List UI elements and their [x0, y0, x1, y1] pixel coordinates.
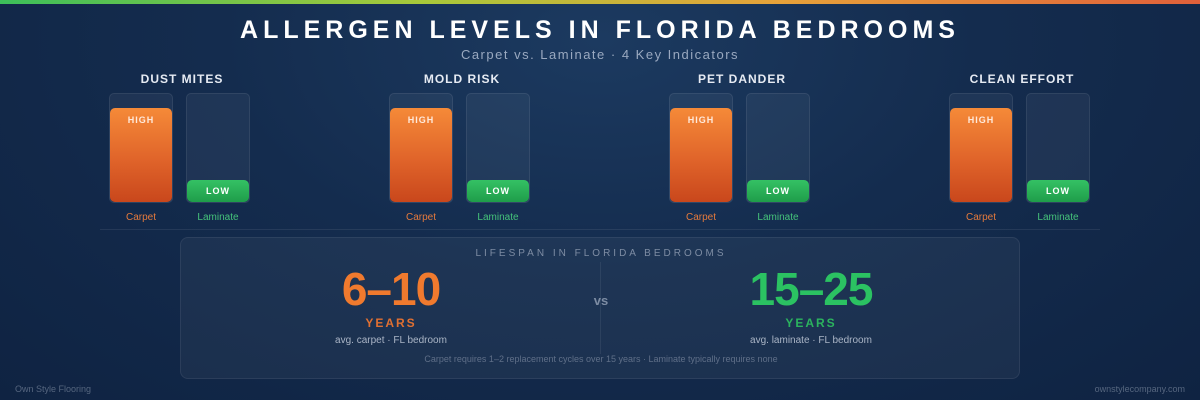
carpet-bar-pet-dander: HIGH	[670, 108, 732, 202]
indicator-label-pet-dander: PET DANDER	[697, 72, 786, 86]
carpet-bar-mold-risk: HIGH	[390, 108, 452, 202]
carpet-level-label: HIGH	[127, 115, 155, 125]
footer-website: ownstylecompany.com	[1094, 384, 1185, 394]
laminate-bar-track: LOW	[1026, 93, 1090, 203]
laminate-bar-track: LOW	[186, 93, 250, 203]
chart-subtitle: Carpet vs. Laminate · 4 Key Indicators	[460, 47, 740, 62]
laminate-lifespan-unit: YEARS	[785, 316, 837, 330]
laminate-series-label: Laminate	[1037, 212, 1079, 223]
laminate-bar-track: LOW	[746, 93, 810, 203]
carpet-lifespan-unit: YEARS	[365, 316, 417, 330]
indicator-label-clean-effort: CLEAN EFFORT	[969, 72, 1075, 86]
chart-title: ALLERGEN LEVELS IN FLORIDA BEDROOMS	[240, 16, 960, 44]
top-gradient-stripe	[0, 0, 1200, 4]
laminate-bar-track: LOW	[466, 93, 530, 203]
carpet-bar-track: HIGH	[669, 93, 733, 203]
laminate-level-label: LOW	[1046, 186, 1070, 196]
carpet-bar-clean-effort: HIGH	[950, 108, 1012, 202]
carpet-series-label: Carpet	[125, 212, 156, 223]
carpet-series-label: Carpet	[405, 212, 436, 223]
section-divider	[100, 229, 1100, 230]
carpet-level-label: HIGH	[967, 115, 995, 125]
indicator-pet-dander: PET DANDER HIGH Carpet LOW Laminate	[669, 72, 815, 224]
laminate-lifespan: 15–25 YEARS avg. laminate · FL bedroom	[681, 262, 941, 346]
laminate-level-label: LOW	[206, 186, 230, 196]
carpet-level-label: HIGH	[407, 115, 435, 125]
lifespan-note: Carpet requires 1–2 replacement cycles o…	[424, 354, 778, 364]
lifespan-panel: LIFESPAN IN FLORIDA BEDROOMS vs 6–10 YEA…	[180, 237, 1020, 379]
indicator-mold-risk: MOLD RISK HIGH Carpet LOW Laminate	[389, 72, 535, 224]
carpet-bar-track: HIGH	[109, 93, 173, 203]
carpet-bar-track: HIGH	[949, 93, 1013, 203]
lifespan-title: LIFESPAN IN FLORIDA BEDROOMS	[475, 248, 727, 259]
footer-brand: Own Style Flooring	[15, 384, 92, 394]
laminate-level-label: LOW	[486, 186, 510, 196]
vs-divider	[600, 262, 601, 354]
indicator-clean-effort: CLEAN EFFORT HIGH Carpet LOW Laminate	[949, 72, 1095, 224]
laminate-bar-clean-effort: LOW	[1027, 180, 1089, 202]
carpet-level-label: HIGH	[687, 115, 715, 125]
laminate-bar-mold-risk: LOW	[467, 180, 529, 202]
laminate-series-label: Laminate	[757, 212, 799, 223]
carpet-lifespan-value: 6–10	[341, 263, 441, 315]
carpet-series-label: Carpet	[685, 212, 716, 223]
laminate-level-label: LOW	[766, 186, 790, 196]
vs-label: vs	[593, 293, 609, 308]
laminate-bar-pet-dander: LOW	[747, 180, 809, 202]
laminate-series-label: Laminate	[197, 212, 239, 223]
laminate-series-label: Laminate	[477, 212, 519, 223]
indicator-label-mold-risk: MOLD RISK	[423, 72, 501, 86]
laminate-bar-dust-mites: LOW	[187, 180, 249, 202]
carpet-series-label: Carpet	[965, 212, 996, 223]
laminate-lifespan-desc: avg. laminate · FL bedroom	[750, 335, 872, 346]
indicator-label-dust-mites: DUST MITES	[140, 72, 224, 86]
carpet-bar-dust-mites: HIGH	[110, 108, 172, 202]
carpet-lifespan: 6–10 YEARS avg. carpet · FL bedroom	[261, 262, 521, 346]
laminate-lifespan-value: 15–25	[749, 263, 874, 315]
carpet-lifespan-desc: avg. carpet · FL bedroom	[335, 335, 447, 346]
indicator-dust-mites: DUST MITES HIGH Carpet LOW Laminate	[109, 72, 255, 224]
carpet-bar-track: HIGH	[389, 93, 453, 203]
